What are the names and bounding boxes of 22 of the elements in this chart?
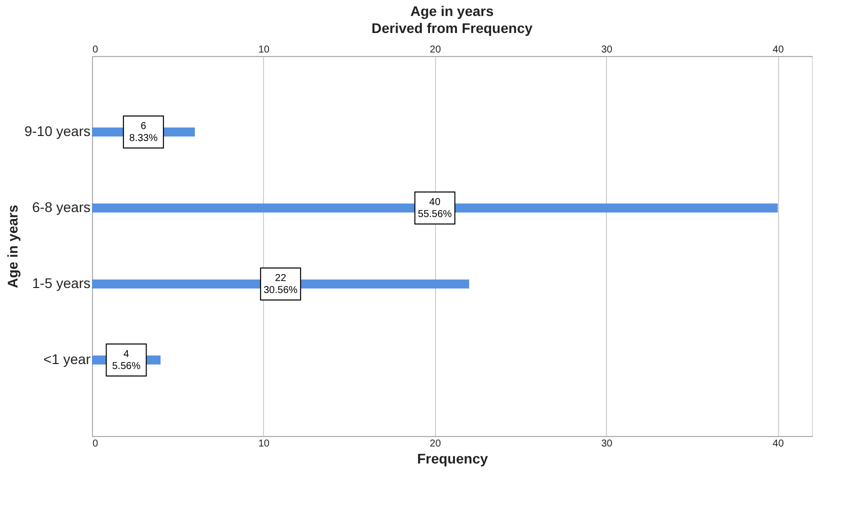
x-tick-label: 10: [258, 44, 270, 56]
y-axis-title: Age in years: [4, 204, 20, 288]
x-tick-label: 30: [601, 44, 613, 56]
x2-tick-label: 30: [601, 438, 613, 450]
x-tick-label: 0: [92, 44, 98, 56]
x-axis-title: Frequency: [417, 450, 488, 466]
chart-subtitle: Derived from Frequency: [371, 20, 533, 36]
x2-tick-label: 0: [92, 438, 98, 450]
x-tick-label: 20: [430, 44, 442, 56]
y-tick-label: <1 year: [43, 351, 91, 367]
chart-title: Age in years: [410, 3, 494, 19]
x2-tick-label: 40: [772, 438, 784, 450]
x2-tick-label: 10: [258, 438, 270, 450]
data-label: 6 8.33%: [129, 121, 158, 144]
data-label: 22 30.56%: [264, 273, 298, 296]
x2-tick-label: 20: [430, 438, 442, 450]
y-tick-label: 9-10 years: [24, 123, 90, 139]
data-label: 40 55.56%: [418, 197, 452, 220]
y-tick-label: 1-5 years: [32, 275, 90, 291]
y-tick-label: 6-8 years: [32, 199, 90, 215]
x-tick-label: 40: [772, 44, 784, 56]
data-label: 4 5.56%: [112, 349, 141, 372]
